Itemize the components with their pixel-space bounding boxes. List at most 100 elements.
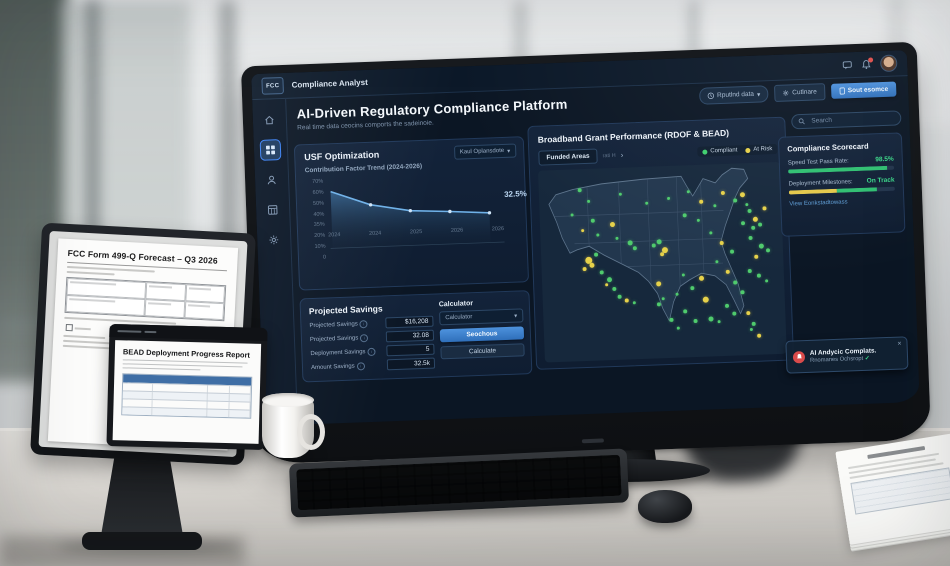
map-dot[interactable] xyxy=(749,328,753,332)
map-dot[interactable] xyxy=(752,216,758,222)
chevron-right-icon[interactable]: › xyxy=(620,150,624,160)
sidebar-item-settings[interactable] xyxy=(263,229,285,251)
map-dot[interactable] xyxy=(624,298,630,303)
map-dot[interactable] xyxy=(715,260,719,264)
map-dot[interactable] xyxy=(748,235,753,240)
map-dot[interactable] xyxy=(607,277,613,283)
map-dot[interactable] xyxy=(627,240,633,246)
map-dot[interactable] xyxy=(746,310,751,315)
sidebar-item-dashboard[interactable] xyxy=(259,139,282,161)
map-dot[interactable] xyxy=(582,266,587,272)
map-dot[interactable] xyxy=(632,301,636,305)
map-dot[interactable] xyxy=(713,204,717,208)
sidebar-item-users[interactable] xyxy=(261,169,283,191)
map-dot[interactable] xyxy=(686,190,690,194)
map-dot[interactable] xyxy=(762,206,767,211)
map-dot[interactable] xyxy=(682,213,687,218)
map-dot[interactable] xyxy=(725,269,730,274)
map-dot[interactable] xyxy=(702,297,709,304)
map-dot[interactable] xyxy=(699,276,705,282)
map-dot[interactable] xyxy=(571,213,575,217)
map-dot[interactable] xyxy=(750,226,755,231)
map-dot[interactable] xyxy=(612,286,617,292)
bell-icon[interactable] xyxy=(861,56,874,69)
map-dot[interactable] xyxy=(719,240,724,245)
chat-icon[interactable] xyxy=(842,60,852,70)
map-dot[interactable] xyxy=(675,292,679,296)
map-dot[interactable] xyxy=(720,190,725,195)
map-dot[interactable] xyxy=(757,273,762,279)
map-dot[interactable] xyxy=(590,218,595,223)
map-dot[interactable] xyxy=(682,272,686,277)
map-dot[interactable] xyxy=(661,296,665,300)
usf-dropdown[interactable]: Kaul Oplansdote ▾ xyxy=(453,143,517,160)
map-dot[interactable] xyxy=(659,252,664,257)
map-dot[interactable] xyxy=(732,197,737,203)
primary-action-button[interactable]: Sout esomce xyxy=(830,81,897,99)
funded-areas-tab[interactable]: Funded Areas xyxy=(538,148,598,166)
close-icon[interactable]: × xyxy=(897,340,902,348)
savings-value-box[interactable]: $16,208 xyxy=(385,315,434,329)
map-dot[interactable] xyxy=(764,279,768,283)
map-dot[interactable] xyxy=(758,243,764,249)
map-dot[interactable] xyxy=(766,248,771,253)
map-dot[interactable] xyxy=(757,333,762,338)
map-dot[interactable] xyxy=(632,245,637,250)
map-dot[interactable] xyxy=(599,270,604,275)
ai-toast-notification[interactable]: AI Andycic Complats. Rnomanes Ochsropt ✓… xyxy=(785,336,909,374)
data-dropdown[interactable]: Rputlnd data ▾ xyxy=(698,85,769,105)
map-dot[interactable] xyxy=(744,203,749,207)
map-dot[interactable] xyxy=(731,311,737,316)
sidebar-item-home[interactable] xyxy=(259,109,281,131)
search-box[interactable] xyxy=(791,110,902,130)
map-dot[interactable] xyxy=(709,231,713,235)
search-input[interactable] xyxy=(809,113,894,126)
map-dot[interactable] xyxy=(747,268,752,273)
map-dot[interactable] xyxy=(589,262,595,268)
map-dot[interactable] xyxy=(739,191,745,198)
map-dot[interactable] xyxy=(724,303,729,309)
configure-button[interactable]: Cutlnare xyxy=(773,83,826,102)
sidebar-item-reports[interactable] xyxy=(262,199,284,221)
map-dot[interactable] xyxy=(669,317,674,322)
map-dot[interactable] xyxy=(610,221,616,227)
scorecard-link[interactable]: View Eonkstadtowass xyxy=(789,199,848,208)
map-dot[interactable] xyxy=(656,302,661,307)
savings-value-box[interactable]: 32.08 xyxy=(385,329,435,343)
map-dot[interactable] xyxy=(655,281,662,287)
map-dot[interactable] xyxy=(729,249,734,255)
map-dot[interactable] xyxy=(581,228,585,232)
map-dot[interactable] xyxy=(615,236,619,241)
map-dot[interactable] xyxy=(683,309,688,314)
map-dot[interactable] xyxy=(757,222,762,227)
map-dot[interactable] xyxy=(754,254,759,259)
map-dot[interactable] xyxy=(594,253,599,258)
map-dot[interactable] xyxy=(717,319,721,323)
map-dot[interactable] xyxy=(667,196,671,200)
map-dot[interactable] xyxy=(577,188,582,193)
calculator-select[interactable]: Calculator ▾ xyxy=(439,308,524,326)
savings-value-box[interactable]: 32.5k xyxy=(386,357,436,371)
map-dot[interactable] xyxy=(740,289,746,295)
map-dot[interactable] xyxy=(605,283,609,287)
map-dot[interactable] xyxy=(693,318,698,323)
map-dot[interactable] xyxy=(645,201,649,205)
map-dot[interactable] xyxy=(697,218,701,222)
map-dot[interactable] xyxy=(707,316,714,322)
map-dot[interactable] xyxy=(751,322,756,327)
map-dot[interactable] xyxy=(747,208,752,214)
calculator-primary-button[interactable]: Seochous xyxy=(439,326,525,343)
map-dot[interactable] xyxy=(587,199,591,203)
map-dot[interactable] xyxy=(652,243,657,248)
map-dot[interactable] xyxy=(733,280,738,285)
savings-value-box[interactable]: 5 xyxy=(386,343,435,357)
map-dot[interactable] xyxy=(617,294,622,299)
map-dot[interactable] xyxy=(740,220,745,225)
map-dot[interactable] xyxy=(689,286,695,291)
map-dot[interactable] xyxy=(656,239,662,245)
map-dot[interactable] xyxy=(698,199,703,204)
map-dot[interactable] xyxy=(618,192,622,196)
map-dot[interactable] xyxy=(676,326,680,330)
map-dot[interactable] xyxy=(595,233,600,237)
avatar[interactable] xyxy=(879,54,898,73)
